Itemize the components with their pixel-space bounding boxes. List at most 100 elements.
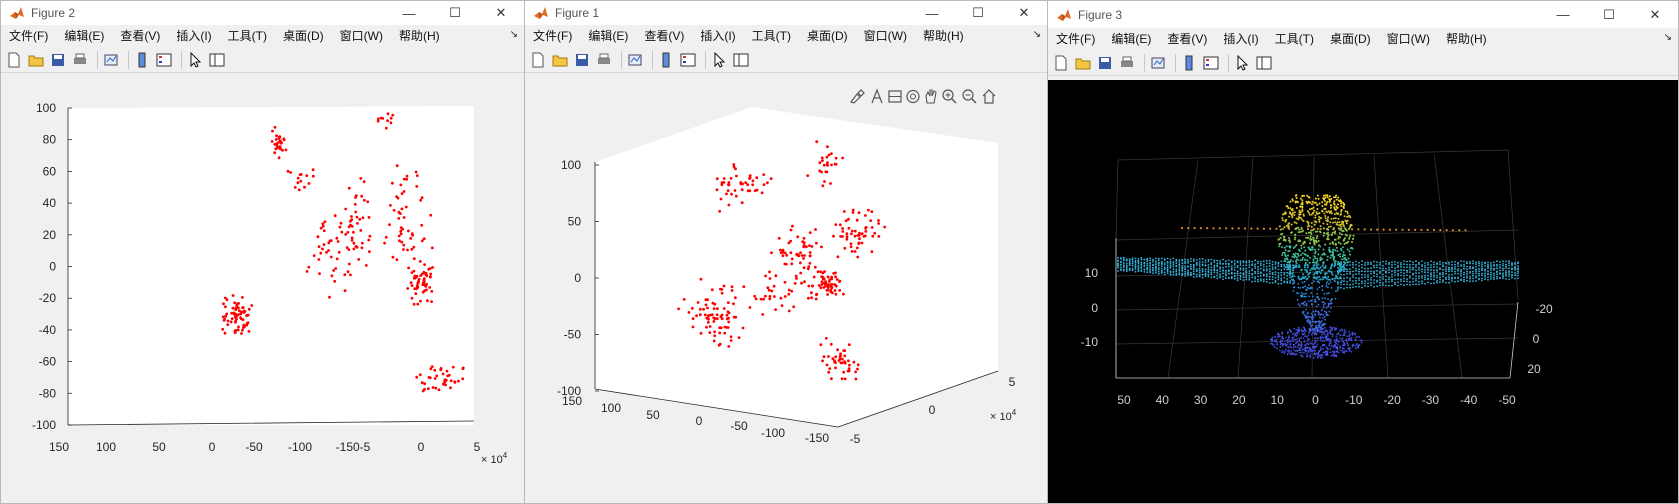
minimize-button[interactable]: — xyxy=(402,5,416,21)
mesh-point xyxy=(1321,201,1324,204)
mesh-point xyxy=(1330,217,1333,220)
maximize-button[interactable]: ☐ xyxy=(972,5,984,20)
dock-arrow-icon[interactable]: ↘ xyxy=(509,29,518,40)
dock-arrow-icon[interactable]: ↘ xyxy=(1663,32,1672,43)
mesh-point xyxy=(1314,337,1316,340)
data-tips-icon[interactable] xyxy=(871,88,883,104)
home-icon[interactable] xyxy=(982,89,996,104)
save-icon[interactable] xyxy=(573,51,591,69)
title-bar[interactable]: Figure 1 — ☐ ✕ xyxy=(525,1,1047,25)
mesh-point xyxy=(1155,271,1157,274)
menu-desktop[interactable]: 桌面(D) xyxy=(1329,32,1371,46)
menu-tools[interactable]: 工具(T) xyxy=(751,29,791,43)
mesh-point xyxy=(1172,271,1175,274)
save-icon[interactable] xyxy=(1096,54,1114,72)
scatter-point xyxy=(730,285,734,289)
mesh-point xyxy=(1376,275,1378,278)
pan-icon[interactable] xyxy=(925,89,937,104)
menu-edit[interactable]: 编辑(E) xyxy=(588,29,629,43)
mesh-point xyxy=(1484,276,1486,278)
menu-tools[interactable]: 工具(T) xyxy=(227,29,267,43)
close-button[interactable]: ✕ xyxy=(495,5,507,20)
menu-file[interactable]: 文件(F) xyxy=(9,29,49,43)
mesh-point xyxy=(1329,348,1332,351)
menu-help[interactable]: 帮助(H) xyxy=(398,29,440,43)
mesh-point xyxy=(1364,264,1366,267)
legend-icon[interactable] xyxy=(679,51,697,69)
mesh-point xyxy=(1306,202,1309,205)
colorbar-icon[interactable] xyxy=(657,51,675,69)
dock-arrow-icon[interactable]: ↘ xyxy=(1032,29,1041,40)
select-arrow-icon[interactable] xyxy=(1233,54,1251,72)
menu-edit[interactable]: 编辑(E) xyxy=(64,29,105,43)
select-arrow-icon[interactable] xyxy=(186,51,204,69)
pan-icon-target[interactable] xyxy=(906,89,920,104)
figure-3-window[interactable]: Figure 3 — ☐ ✕ 文件(F) 编辑(E) 查看(V) 插入(I) 工… xyxy=(1047,0,1679,504)
mesh-point xyxy=(1367,278,1369,281)
mesh-point xyxy=(1478,270,1480,273)
menu-window[interactable]: 窗口(W) xyxy=(863,29,907,43)
figure-2-window[interactable]: Figure 2 — ☐ ✕ 文件(F) 编辑(E) 查看(V) 插入(I) 工… xyxy=(0,0,525,504)
title-bar[interactable]: Figure 3 — ☐ ✕ xyxy=(1048,1,1678,28)
legend-icon[interactable] xyxy=(1202,54,1220,72)
mesh-point xyxy=(1349,225,1352,228)
link-plot-icon[interactable] xyxy=(1149,54,1167,72)
new-figure-icon[interactable] xyxy=(5,51,23,69)
mesh-point xyxy=(1319,316,1321,319)
menu-view[interactable]: 查看(V) xyxy=(1167,32,1208,46)
property-inspector-icon[interactable] xyxy=(208,51,226,69)
mesh-point xyxy=(1478,261,1480,263)
print-icon[interactable] xyxy=(71,51,89,69)
property-inspector-icon[interactable] xyxy=(1255,54,1273,72)
new-figure-icon[interactable] xyxy=(1052,54,1070,72)
brush-icon[interactable] xyxy=(850,89,865,104)
menu-help[interactable]: 帮助(H) xyxy=(1445,32,1487,46)
menu-insert[interactable]: 插入(I) xyxy=(176,29,212,43)
close-button[interactable]: ✕ xyxy=(1649,6,1661,22)
figure-1-window[interactable]: Figure 1 — ☐ ✕ 文件(F) 编辑(E) 查看(V) 插入(I) 工… xyxy=(524,0,1048,504)
title-bar[interactable]: Figure 2 — ☐ ✕ xyxy=(1,1,524,25)
menu-help[interactable]: 帮助(H) xyxy=(922,29,964,43)
menu-tools[interactable]: 工具(T) xyxy=(1274,32,1314,46)
mesh-point xyxy=(1187,265,1189,268)
menu-desktop[interactable]: 桌面(D) xyxy=(282,29,324,43)
menu-insert[interactable]: 插入(I) xyxy=(700,29,736,43)
new-figure-icon[interactable] xyxy=(529,51,547,69)
legend-icon[interactable] xyxy=(155,51,173,69)
mesh-point xyxy=(1517,265,1519,268)
zoom-out-icon[interactable] xyxy=(962,89,977,104)
colorbar-icon[interactable] xyxy=(1180,54,1198,72)
close-button[interactable]: ✕ xyxy=(1018,5,1030,20)
menu-insert[interactable]: 插入(I) xyxy=(1223,32,1259,46)
select-arrow-icon[interactable] xyxy=(710,51,728,69)
print-icon[interactable] xyxy=(595,51,613,69)
menu-view[interactable]: 查看(V) xyxy=(120,29,161,43)
menu-view[interactable]: 查看(V) xyxy=(644,29,685,43)
link-plot-icon[interactable] xyxy=(626,51,644,69)
menu-file[interactable]: 文件(F) xyxy=(533,29,573,43)
menu-file[interactable]: 文件(F) xyxy=(1056,32,1096,46)
zoom-in-icon[interactable] xyxy=(942,89,957,104)
menu-window[interactable]: 窗口(W) xyxy=(339,29,383,43)
maximize-button[interactable]: ☐ xyxy=(449,5,461,20)
open-file-icon[interactable] xyxy=(551,51,569,69)
colorbar-icon[interactable] xyxy=(133,51,151,69)
print-icon[interactable] xyxy=(1118,54,1136,72)
save-icon[interactable] xyxy=(49,51,67,69)
open-file-icon[interactable] xyxy=(27,51,45,69)
minimize-button[interactable]: — xyxy=(1556,7,1570,22)
open-file-icon[interactable] xyxy=(1074,54,1092,72)
minimize-button[interactable]: — xyxy=(925,5,939,21)
rotate-3d-icon[interactable] xyxy=(888,90,902,103)
menu-desktop[interactable]: 桌面(D) xyxy=(806,29,848,43)
mesh-point xyxy=(1181,274,1184,277)
mesh-point xyxy=(1418,277,1420,280)
menu-window[interactable]: 窗口(W) xyxy=(1386,32,1430,46)
menu-edit[interactable]: 编辑(E) xyxy=(1111,32,1152,46)
link-plot-icon[interactable] xyxy=(102,51,120,69)
property-inspector-icon[interactable] xyxy=(732,51,750,69)
maximize-button[interactable]: ☐ xyxy=(1603,6,1615,22)
